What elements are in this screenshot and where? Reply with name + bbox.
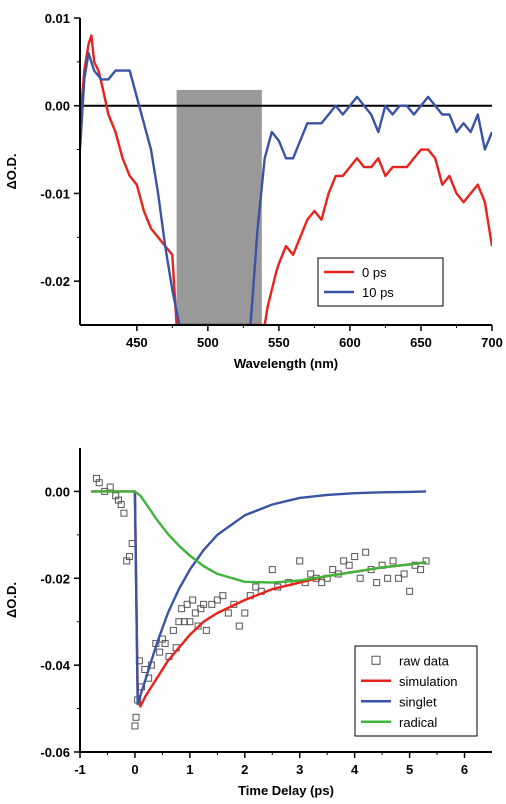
legend-label: simulation [399,674,458,689]
x-tick-label: 4 [351,762,359,777]
excitation-region [176,89,262,325]
data-point [95,479,103,487]
series-line-10-ps [80,51,492,325]
data-point [161,639,169,647]
y-tick-label: 0.00 [45,484,70,499]
data-point [422,557,430,565]
data-point [219,592,227,600]
x-tick-label: 2 [241,762,248,777]
data-point [362,548,370,556]
data-point [356,574,364,582]
legend-label: radical [399,715,437,730]
data-point [389,557,397,565]
legend: raw data simulation singlet radical [354,645,478,737]
chart-2: -1 0 1 2 3 4 5 6 0.00 -0.02 -0.04 -0.06 Time Delay (… [4,448,492,798]
data-point [180,618,188,626]
series-line-singlet [133,490,427,706]
data-point [191,609,199,617]
x-tick-label: 450 [126,335,148,350]
data-point [189,596,197,604]
x-tick-label: 600 [339,335,361,350]
data-point [117,500,125,508]
y-tick-label: 0.01 [45,11,70,26]
data-point [183,600,191,608]
data-point [384,574,392,582]
data-point [156,648,164,656]
data-point [268,566,276,574]
legend-label: 0 ps [362,265,387,280]
data-point [351,553,359,561]
x-axis-label: Time Delay (ps) [238,783,334,798]
data-point [329,566,337,574]
data-point [175,618,183,626]
data-point [200,600,208,608]
series-line-radical [91,490,427,584]
x-tick-label: 550 [268,335,290,350]
plot-area [91,474,430,730]
x-tick-label: 700 [481,335,503,350]
data-point [131,722,139,730]
y-tick-label: 0.00 [45,99,70,114]
y-axis-label: ΔO.D. [4,153,19,189]
data-point [213,596,221,604]
legend: 0 ps 10 ps [317,257,444,307]
x-tick-label: -1 [74,762,86,777]
x-tick-label: 1 [186,762,193,777]
data-point [400,570,408,578]
data-point [125,553,133,561]
data-point [252,583,260,591]
legend-label: 10 ps [362,285,394,300]
data-point [241,609,249,617]
y-tick-label: -0.06 [40,745,70,760]
x-tick-label: 6 [461,762,468,777]
legend-label: singlet [399,694,437,709]
data-point [202,626,210,634]
y-axis-label: ΔO.D. [4,582,19,618]
data-point [318,579,326,587]
data-point [208,600,216,608]
x-tick-label: 500 [197,335,219,350]
data-point [417,566,425,574]
x-tick-label: 5 [406,762,413,777]
data-point [120,509,128,517]
data-point [395,574,403,582]
data-point [224,609,232,617]
data-point [128,540,136,548]
y-tick-label: -0.02 [40,571,70,586]
y-tick-label: -0.04 [40,658,70,673]
series-line-0-ps [80,34,492,325]
data-point [169,626,177,634]
y-tick-label: -0.01 [40,186,70,201]
data-point [373,579,381,587]
x-tick-label: 3 [296,762,303,777]
x-tick-label: 0 [131,762,138,777]
data-point [194,622,202,630]
legend-label: raw data [399,653,450,668]
data-point [132,713,140,721]
legend-box [317,257,444,307]
data-point [178,605,186,613]
data-point [186,618,194,626]
plot-area [80,34,492,325]
x-axis-label: Wavelength (nm) [234,356,338,371]
chart-1: 450 500 550 600 650 700 0.01 0.00 -0.01 -0.02 Wave… [4,11,503,371]
data-point [296,557,304,565]
data-point [406,587,414,595]
x-tick-label: 650 [410,335,432,350]
data-point [235,622,243,630]
legend-marker [371,655,381,665]
data-point [340,557,348,565]
data-point [106,483,114,491]
y-tick-label: -0.02 [40,274,70,289]
data-point [307,570,315,578]
data-point [345,561,353,569]
